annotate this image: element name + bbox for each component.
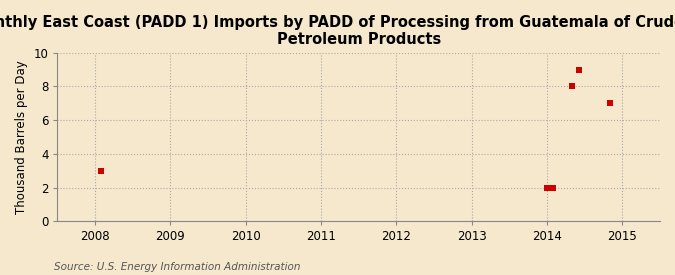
Point — [96, 169, 107, 173]
Point — [604, 101, 615, 106]
Y-axis label: Thousand Barrels per Day: Thousand Barrels per Day — [15, 60, 28, 214]
Text: Source: U.S. Energy Information Administration: Source: U.S. Energy Information Administ… — [54, 262, 300, 272]
Point — [541, 186, 552, 190]
Point — [566, 84, 577, 89]
Point — [573, 67, 584, 72]
Title: Monthly East Coast (PADD 1) Imports by PADD of Processing from Guatemala of Crud: Monthly East Coast (PADD 1) Imports by P… — [0, 15, 675, 47]
Point — [547, 186, 558, 190]
